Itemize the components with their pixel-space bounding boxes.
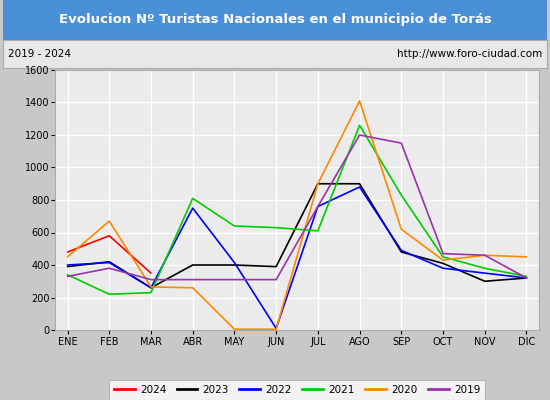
Text: Evolucion Nº Turistas Nacionales en el municipio de Torás: Evolucion Nº Turistas Nacionales en el m… (59, 14, 491, 26)
Legend: 2024, 2023, 2022, 2021, 2020, 2019: 2024, 2023, 2022, 2021, 2020, 2019 (108, 380, 486, 400)
Text: http://www.foro-ciudad.com: http://www.foro-ciudad.com (397, 49, 542, 59)
Text: 2019 - 2024: 2019 - 2024 (8, 49, 71, 59)
